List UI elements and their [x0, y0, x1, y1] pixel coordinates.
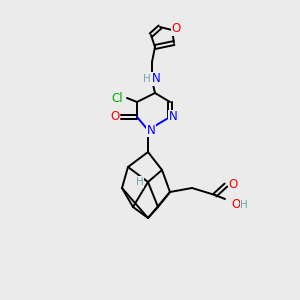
Text: N: N — [147, 124, 155, 136]
Text: O: O — [110, 110, 120, 124]
Text: N: N — [169, 110, 177, 124]
Text: H: H — [240, 200, 248, 210]
Text: H: H — [136, 177, 144, 187]
Text: H: H — [143, 74, 151, 84]
Text: O: O — [171, 22, 181, 35]
Text: Cl: Cl — [111, 92, 123, 104]
Text: N: N — [152, 73, 160, 85]
Text: O: O — [228, 178, 238, 191]
Text: O: O — [231, 197, 241, 211]
